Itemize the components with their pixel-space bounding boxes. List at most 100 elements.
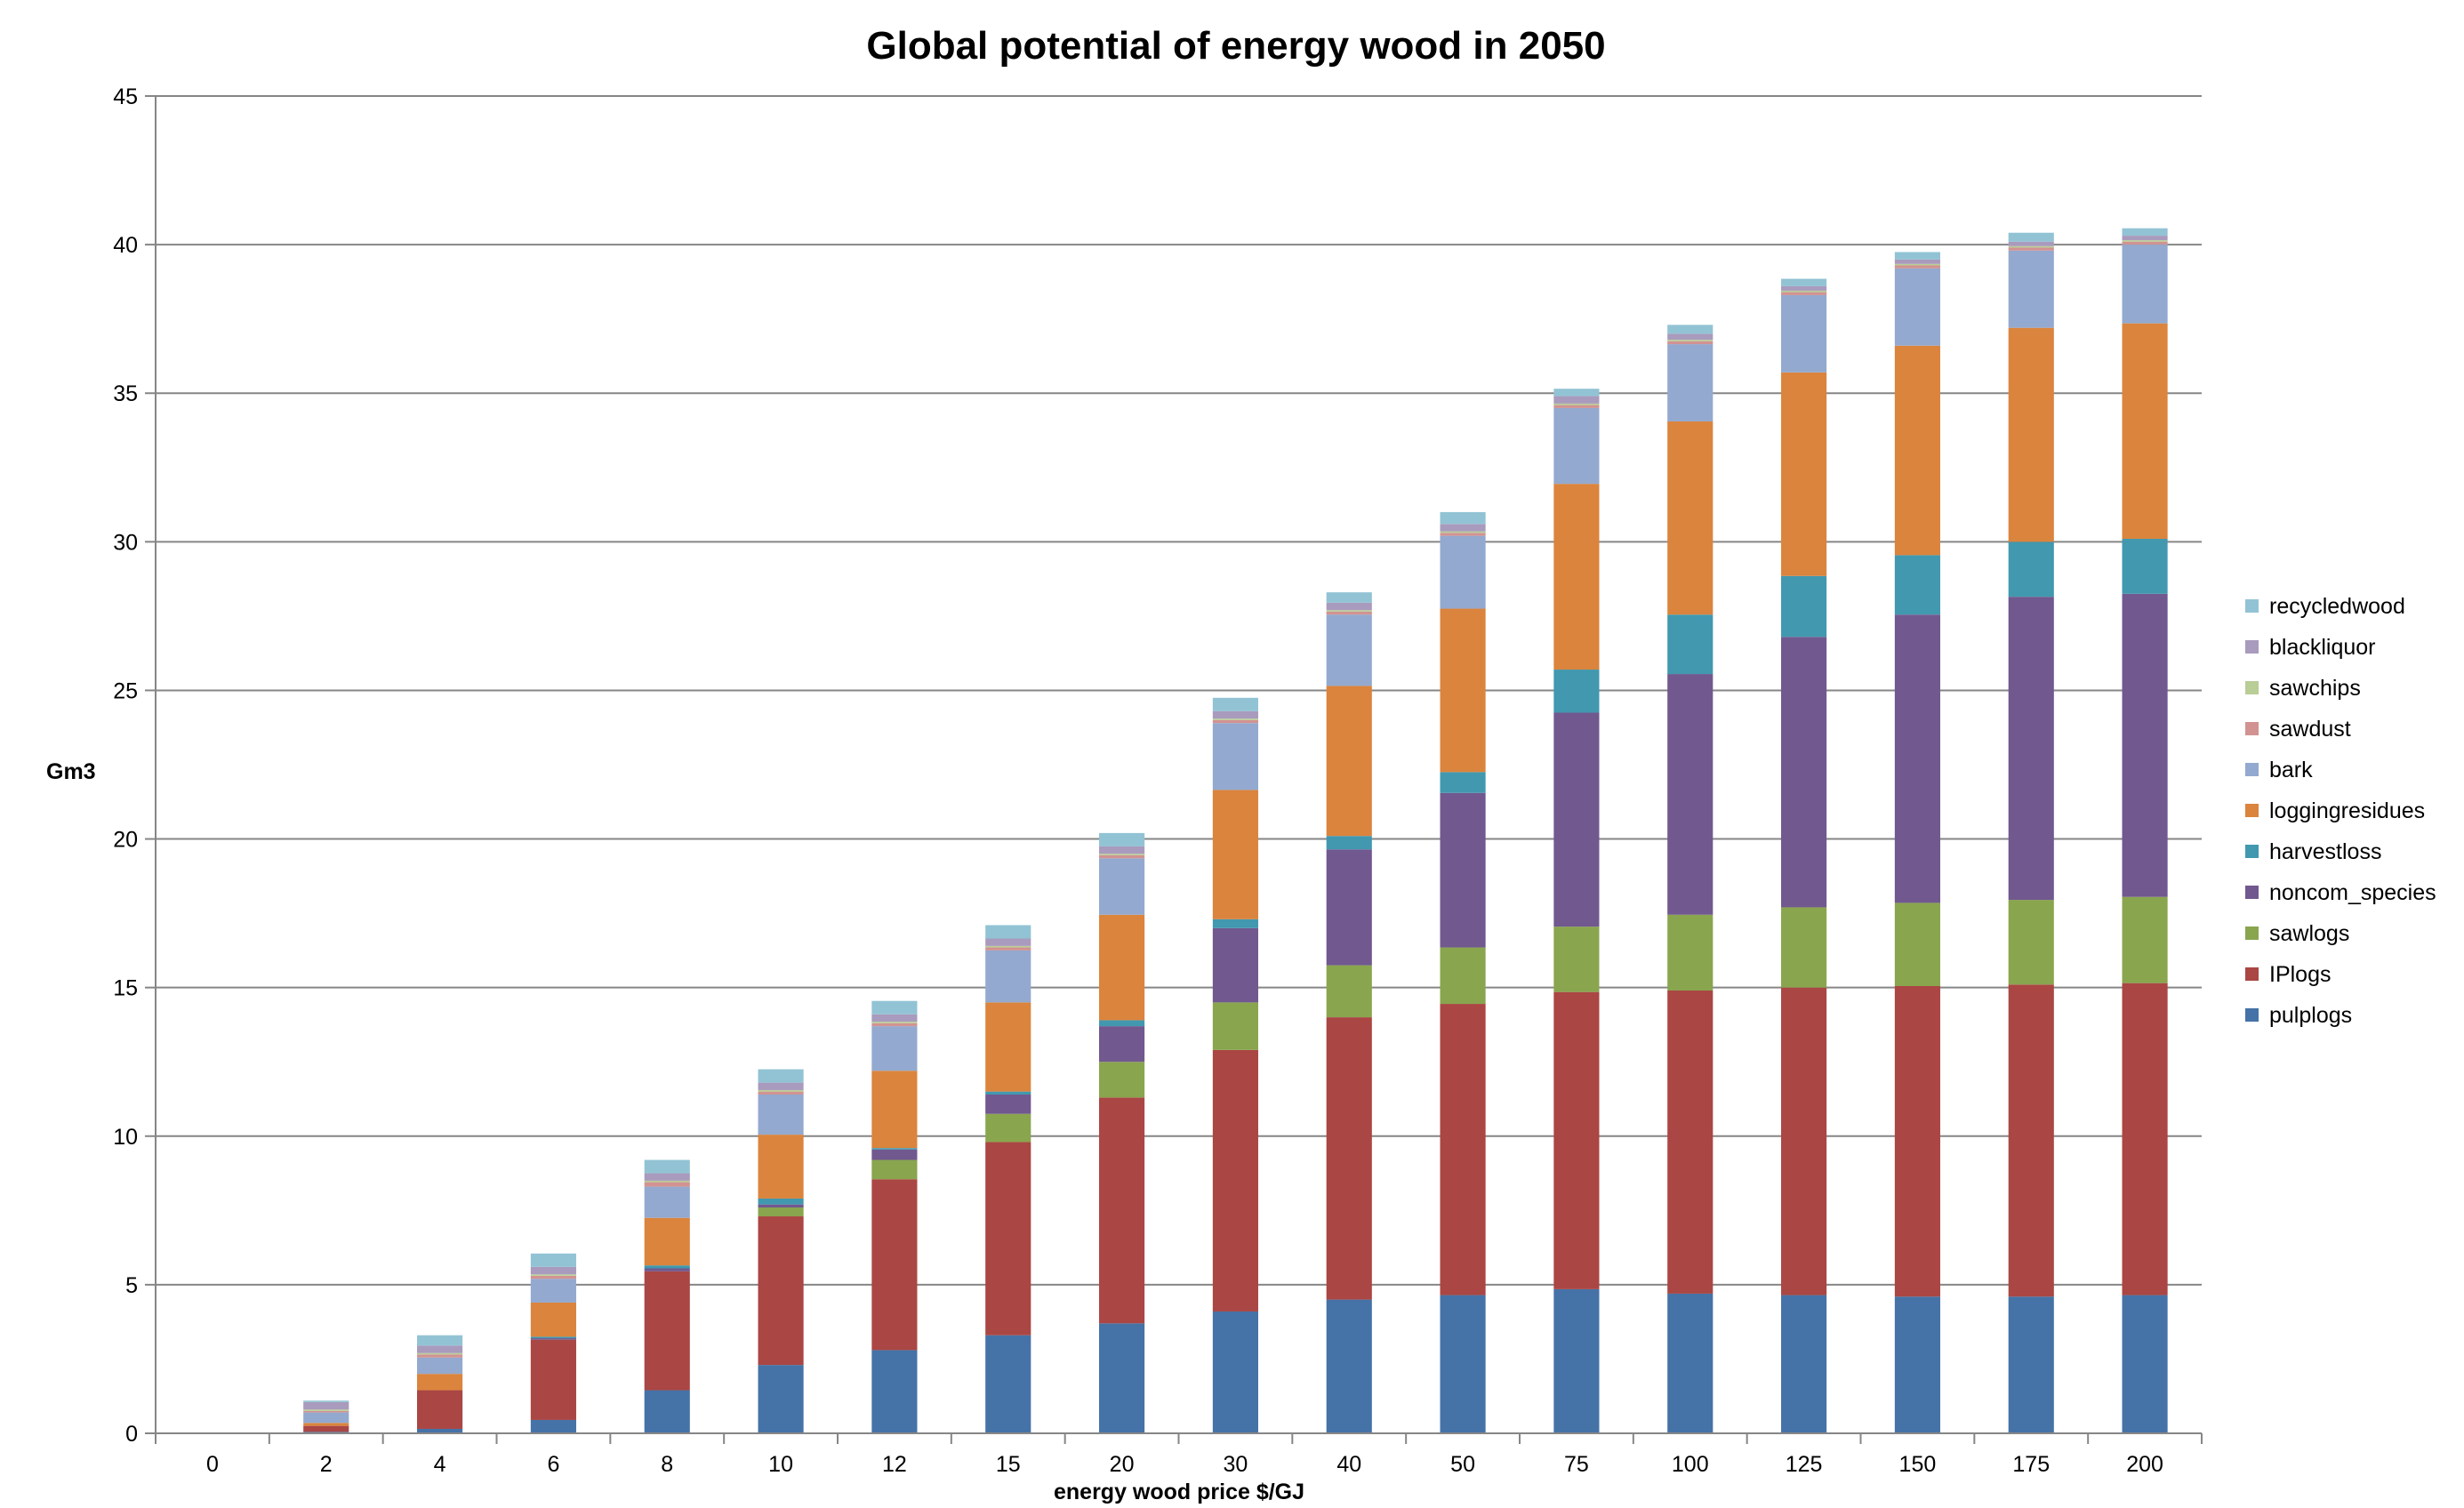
y-tick-label: 30 <box>113 530 138 555</box>
bar-bark-6 <box>530 1279 576 1303</box>
bar-bark-15 <box>985 950 1031 1003</box>
bar-sawlogs-15 <box>985 1113 1031 1143</box>
bar-sawdust-125 <box>1781 292 1827 295</box>
bar-pulplogs-15 <box>985 1335 1031 1433</box>
bar-sawchips-100 <box>1667 340 1714 341</box>
bar-sawlogs-150 <box>1894 902 1940 986</box>
legend-swatch-sawdust <box>2245 722 2259 735</box>
bar-recycledwood-175 <box>2008 232 2054 242</box>
bar-noncom_species-20 <box>1099 1026 1145 1063</box>
y-tick-label: 10 <box>113 1125 138 1150</box>
bar-recycledwood-100 <box>1667 325 1714 334</box>
bar-pulplogs-150 <box>1894 1296 1940 1433</box>
x-tick-label: 175 <box>2012 1452 2050 1477</box>
bar-blackliquor-150 <box>1894 259 1940 264</box>
bar-bark-12 <box>871 1026 918 1071</box>
bar-sawchips-40 <box>1326 610 1372 612</box>
y-tick-label: 0 <box>125 1422 138 1447</box>
bar-recycledwood-6 <box>530 1253 576 1267</box>
x-tick-label: 12 <box>882 1452 907 1477</box>
bar-sawdust-40 <box>1326 611 1372 615</box>
bar-pulplogs-12 <box>871 1350 918 1433</box>
bar-recycledwood-10 <box>758 1069 804 1083</box>
bar-recycledwood-8 <box>644 1159 690 1174</box>
bar-harvestloss-6 <box>530 1336 576 1339</box>
bar-pulplogs-175 <box>2008 1296 2054 1433</box>
bar-sawchips-125 <box>1781 290 1827 293</box>
bar-blackliquor-75 <box>1553 396 1600 404</box>
legend-label-sawchips: sawchips <box>2269 676 2361 701</box>
bar-harvestloss-125 <box>1781 575 1827 638</box>
bar-sawchips-15 <box>985 945 1031 948</box>
gridlines <box>145 95 2202 1434</box>
bar-recycledwood-15 <box>985 925 1031 939</box>
bar-bark-10 <box>758 1094 804 1135</box>
x-tick-label: 125 <box>1786 1452 1823 1477</box>
legend-label-blackliquor: blackliquor <box>2269 635 2376 660</box>
bar-loggingresidues-2 <box>303 1423 349 1426</box>
bar-blackliquor-2 <box>303 1401 349 1410</box>
bar-blackliquor-40 <box>1326 602 1372 611</box>
bar-noncom_species-200 <box>2122 593 2168 897</box>
bar-loggingresidues-40 <box>1326 686 1372 837</box>
bar-recycledwood-50 <box>1440 511 1486 525</box>
bar-recycledwood-150 <box>1894 252 1940 260</box>
x-tick-label: 150 <box>1899 1452 1937 1477</box>
bar-sawchips-175 <box>2008 245 2054 248</box>
y-axis-title: Gm3 <box>46 759 96 784</box>
x-tick-label: 75 <box>1564 1452 1589 1477</box>
bar-blackliquor-30 <box>1212 710 1258 719</box>
bar-sawchips-200 <box>2122 240 2168 242</box>
bar-blackliquor-175 <box>2008 241 2054 246</box>
y-tick-label: 5 <box>125 1273 138 1298</box>
legend-swatch-loggingresidues <box>2245 804 2259 817</box>
bar-sawdust-6 <box>530 1275 576 1279</box>
bar-recycledwood-75 <box>1553 389 1600 397</box>
x-tick-labels: 0 2 4 6 8 10 12 15 20 30 40 50 75 100 125 150 175 200 <box>155 1433 2203 1477</box>
bar-IPlogs-4 <box>417 1390 463 1429</box>
legend-swatch-sawchips <box>2245 681 2259 694</box>
bar-bark-4 <box>417 1357 463 1375</box>
bar-pulplogs-100 <box>1667 1293 1714 1433</box>
bar-blackliquor-10 <box>758 1082 804 1090</box>
bar-sawchips-50 <box>1440 531 1486 533</box>
bar-pulplogs-125 <box>1781 1295 1827 1433</box>
bar-blackliquor-125 <box>1781 285 1827 291</box>
bar-IPlogs-50 <box>1440 1004 1486 1295</box>
bar-sawchips-75 <box>1553 403 1600 405</box>
bar-loggingresidues-75 <box>1553 484 1600 670</box>
bar-pulplogs-50 <box>1440 1295 1486 1433</box>
y-tick-labels: 0 5 10 15 20 25 30 35 40 45 <box>113 84 138 1447</box>
bar-IPlogs-6 <box>530 1339 576 1420</box>
x-tick-label: 0 <box>206 1452 219 1477</box>
bar-noncom_species-125 <box>1781 637 1827 908</box>
legend-label-harvestloss: harvestloss <box>2269 839 2381 864</box>
bar-sawchips-6 <box>530 1274 576 1276</box>
legend-label-loggingresidues: loggingresidues <box>2269 798 2425 823</box>
x-tick-label: 200 <box>2126 1452 2163 1477</box>
bar-sawlogs-175 <box>2008 900 2054 985</box>
bar-recycledwood-4 <box>417 1335 463 1346</box>
bar-sawlogs-75 <box>1553 926 1600 992</box>
bar-sawdust-20 <box>1099 854 1145 859</box>
x-tick-label: 8 <box>661 1452 673 1477</box>
bar-IPlogs-125 <box>1781 987 1827 1295</box>
bar-loggingresidues-125 <box>1781 372 1827 576</box>
bar-IPlogs-75 <box>1553 991 1600 1289</box>
legend-label-recycledwood: recycledwood <box>2269 594 2405 619</box>
bar-harvestloss-100 <box>1667 614 1714 675</box>
bar-sawdust-2 <box>303 1410 349 1413</box>
chart-title: Global potential of energy wood in 2050 <box>866 24 1605 68</box>
bar-sawchips-10 <box>758 1089 804 1092</box>
x-tick-label: 30 <box>1224 1452 1248 1477</box>
x-tick-label: 4 <box>434 1452 446 1477</box>
bar-IPlogs-10 <box>758 1216 804 1366</box>
bar-loggingresidues-30 <box>1212 790 1258 919</box>
legend-swatch-recycledwood <box>2245 599 2259 613</box>
bar-sawlogs-20 <box>1099 1062 1145 1098</box>
legend: recycledwood blackliquor sawchips sawdust ba… <box>2245 594 2436 1028</box>
bar-sawdust-50 <box>1440 533 1486 536</box>
bar-loggingresidues-200 <box>2122 323 2168 539</box>
bar-bark-150 <box>1894 268 1940 346</box>
y-tick-label: 25 <box>113 678 138 703</box>
